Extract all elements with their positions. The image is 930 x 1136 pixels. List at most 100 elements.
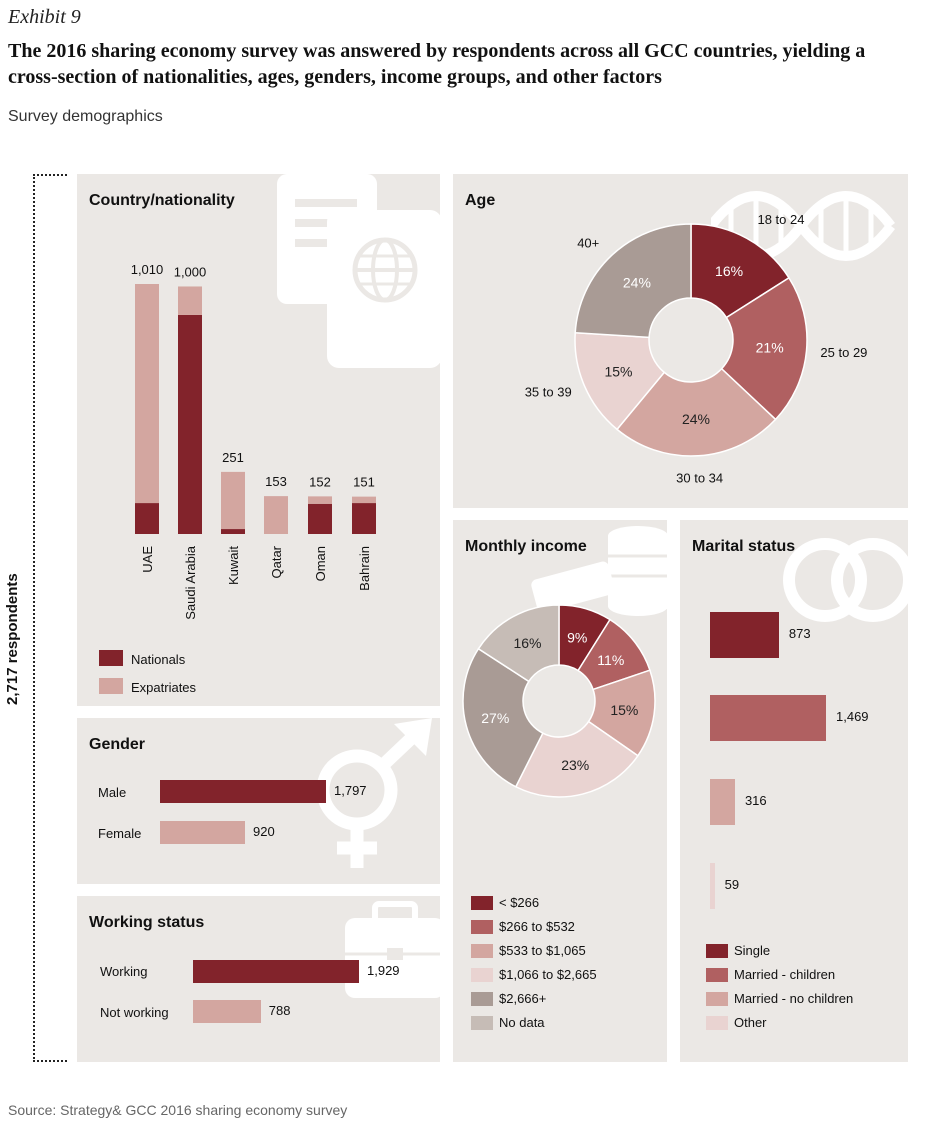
age-percent-label: 16% xyxy=(715,263,743,279)
income-legend-swatch xyxy=(471,1016,493,1030)
marital-value-label: 59 xyxy=(724,877,740,892)
country-total-label: 151 xyxy=(353,475,375,490)
marital-bar xyxy=(710,695,826,741)
country-bar-expatriates xyxy=(178,286,202,315)
marital-legend-swatch xyxy=(706,1016,728,1030)
country-total-label: 153 xyxy=(265,474,287,489)
country-bar-nationals xyxy=(352,503,376,534)
income-legend-swatch xyxy=(471,968,493,982)
country-category-label: UAE xyxy=(140,546,155,573)
income-percent-label: 11% xyxy=(597,652,624,668)
country-bar-expatriates xyxy=(308,496,332,504)
marital-legend-label: Other xyxy=(734,1015,767,1030)
income-legend-label: $2,666+ xyxy=(499,991,547,1006)
source-note: Source: Strategy& GCC 2016 sharing econo… xyxy=(8,1102,348,1118)
income-panel: Monthly income 9% 11% 15% 23% 27% 16% < $266 $… xyxy=(453,520,667,1062)
subtitle: Survey demographics xyxy=(8,108,163,125)
age-percent-label: 24% xyxy=(682,411,710,427)
age-panel: Age 16% 18 to 24 21% 25 to 29 24% 30 to 34 15%… xyxy=(453,174,908,508)
age-category-label: 40+ xyxy=(577,235,599,250)
age-slice xyxy=(720,276,808,421)
income-donut-chart: 9% 11% 15% 23% 27% 16% xyxy=(462,604,656,798)
working-panel: Working status Working Not working 1,929… xyxy=(77,896,440,1062)
respondents-bracket xyxy=(33,174,67,1062)
age-slice xyxy=(690,223,790,319)
income-percent-label: 9% xyxy=(567,630,587,646)
marital-bar xyxy=(710,779,735,825)
working-label: Working xyxy=(100,964,148,979)
income-legend-swatch xyxy=(471,992,493,1006)
age-percent-label: 21% xyxy=(756,339,784,355)
income-legend-label: $266 to $532 xyxy=(499,919,575,934)
country-total-label: 152 xyxy=(309,474,331,489)
country-bar-expatriates xyxy=(221,471,245,530)
age-slice xyxy=(616,367,777,457)
income-slice xyxy=(514,720,639,798)
age-percent-label: 24% xyxy=(623,274,651,290)
legend-nationals-label: Nationals xyxy=(131,652,186,667)
income-legend-label: $1,066 to $2,665 xyxy=(499,967,597,982)
marital-legend-swatch xyxy=(706,992,728,1006)
income-legend-label: $533 to $1,065 xyxy=(499,943,586,958)
rings-icon xyxy=(783,538,908,622)
country-category-label: Qatar xyxy=(269,545,284,578)
income-slice xyxy=(477,604,560,683)
not-working-label: Not working xyxy=(100,1005,169,1020)
briefcase-icon xyxy=(345,901,440,998)
country-bar-expatriates xyxy=(352,496,376,504)
country-bar-expatriates xyxy=(264,496,288,534)
gender-bar xyxy=(160,821,245,844)
income-percent-label: 16% xyxy=(513,635,541,651)
age-slice xyxy=(574,331,666,431)
income-legend-swatch xyxy=(471,944,493,958)
country-total-label: 251 xyxy=(222,450,244,465)
country-title: Country/nationality xyxy=(89,192,235,209)
income-legend-swatch xyxy=(471,920,493,934)
gender-bar xyxy=(160,780,326,803)
age-slice xyxy=(574,223,692,339)
country-total-label: 1,000 xyxy=(174,264,207,279)
country-bar-nationals xyxy=(135,503,159,534)
marital-legend-swatch xyxy=(706,968,728,982)
country-bar-nationals xyxy=(178,314,202,534)
working-bar xyxy=(193,1000,261,1023)
working-value-label: 1,929 xyxy=(367,962,400,978)
marital-legend-label: Married - children xyxy=(734,967,836,982)
marital-title: Marital status xyxy=(692,538,796,555)
income-percent-label: 15% xyxy=(610,702,638,718)
legend-nationals-swatch xyxy=(99,650,123,666)
country-bar-nationals xyxy=(308,503,332,534)
marital-legend-swatch xyxy=(706,944,728,958)
age-donut-chart: 16% 18 to 24 21% 25 to 29 24% 30 to 34 15% 35 t… xyxy=(525,212,868,486)
country-category-label: Kuwait xyxy=(226,546,241,585)
gender-panel: Gender Male Female 1,797 920 xyxy=(77,718,440,884)
exhibit-label: Exhibit 9 xyxy=(8,6,81,28)
country-category-label: Saudi Arabia xyxy=(183,545,198,619)
gender-value-label: 920 xyxy=(252,823,275,839)
legend-expatriates-swatch xyxy=(99,678,123,694)
age-category-label: 30 to 34 xyxy=(676,471,723,486)
marital-value-label: 1,469 xyxy=(836,709,869,724)
passport-icon xyxy=(277,174,440,368)
country-category-label: Bahrain xyxy=(357,546,372,591)
marital-value-label: 316 xyxy=(744,793,767,808)
income-percent-label: 27% xyxy=(481,710,509,726)
headline: The 2016 sharing economy survey was answ… xyxy=(8,40,866,88)
income-percent-label: 23% xyxy=(561,757,589,773)
age-category-label: 25 to 29 xyxy=(820,345,867,360)
gender-title: Gender xyxy=(89,736,146,753)
country-bar-chart: 1,010 UAE 1,000 Saudi Arabia 251 Kuwait 153 Qat… xyxy=(131,262,376,620)
gender-female-label: Female xyxy=(98,826,142,841)
marital-bar xyxy=(710,612,779,658)
country-bar-expatriates xyxy=(135,284,159,504)
coins-icon xyxy=(531,526,667,616)
income-title: Monthly income xyxy=(465,538,587,555)
marital-legend-label: Single xyxy=(734,943,771,958)
gender-value-label: 1,797 xyxy=(334,782,367,798)
marital-value-label: 873 xyxy=(788,626,811,641)
working-title: Working status xyxy=(89,914,205,931)
marital-panel: Marital status 873 1,469 316 59 Single Marri… xyxy=(680,520,908,1062)
marital-legend-label: Married - no children xyxy=(734,991,854,1006)
country-total-label: 1,010 xyxy=(131,262,164,277)
income-slice xyxy=(462,647,544,788)
